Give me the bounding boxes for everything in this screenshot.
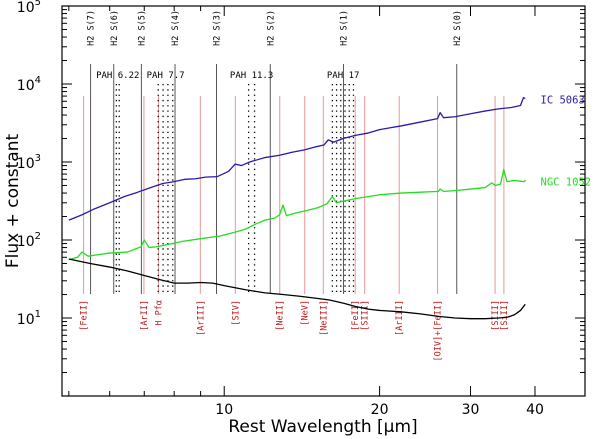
h2-label: H2 S(6)	[110, 10, 120, 46]
pah-label: PAH 17	[327, 71, 360, 81]
ionic-label: [SIII]	[361, 300, 371, 331]
y-axis: 101 102 103 104 105	[17, 0, 585, 374]
ionic-label: [OIV]+[FeII]	[434, 300, 444, 361]
series-label: NGC 1052	[541, 176, 592, 188]
ionic-label: [ArIII]	[395, 300, 405, 336]
y-tick-label: 105	[17, 0, 41, 16]
h2-label: H2 S(1)	[340, 10, 350, 46]
h2-label: H2 S(0)	[453, 10, 463, 46]
ionic-label: H Pfα	[155, 300, 165, 326]
y-tick-label: 101	[17, 309, 41, 328]
ionic-label: [SIII]	[491, 300, 501, 331]
plot-frame	[61, 5, 586, 397]
x-tick-label: 40	[526, 402, 544, 418]
pah-bands: PAH 6.22 PAH 7.7 PAH 11.3 PAH 17	[96, 71, 359, 292]
x-axis: 10 20 30 40	[68, 6, 586, 418]
ionic-label: [NeII]	[276, 300, 286, 331]
pah-label: PAH 11.3	[230, 71, 273, 81]
y-axis-label: Flux + constant	[3, 134, 23, 269]
pah-band-pah-11-3	[247, 84, 256, 292]
pah-label: PAH 6.22	[96, 71, 139, 81]
y-tick-label: 103	[17, 153, 41, 172]
h2-label: H2 S(3)	[212, 10, 222, 46]
x-tick-label: 30	[462, 402, 480, 418]
ionic-label: [NeV]	[301, 300, 311, 326]
ionic-label: [ArII]	[140, 300, 150, 331]
h2-lines: H2 S(7) H2 S(6) H2 S(5) H2 S(4) H2 S(3) H2 S(…	[87, 10, 463, 294]
pah-label: PAH 7.7	[147, 71, 185, 81]
pah-band-pah-6-22	[115, 84, 120, 292]
y-tick-label: 104	[17, 75, 41, 94]
pah-band-pah-17	[331, 84, 355, 292]
series-lines	[68, 96, 527, 320]
series-line-ic-5063	[68, 96, 526, 221]
series-labels: IC 5063 NGC 1052	[541, 95, 592, 189]
ionic-label: [SIV]	[231, 300, 241, 326]
h2-label: H2 S(7)	[87, 10, 97, 46]
x-tick-label: 10	[215, 402, 233, 418]
ionic-label: [ArIII]	[196, 300, 206, 336]
ionic-label: [NeIII]	[319, 300, 329, 336]
series-line-unlabeled-2	[68, 258, 526, 320]
pah-band-pah-7-7	[157, 84, 174, 292]
ionic-label: [FeII]	[80, 300, 90, 331]
ionic-label: [SiII]	[500, 300, 510, 331]
h2-label: H2 S(4)	[171, 10, 181, 46]
y-tick-label: 102	[17, 231, 41, 250]
h2-label: H2 S(2)	[266, 10, 276, 46]
ionic-label: [FeII]	[351, 300, 361, 331]
x-axis-label: Rest Wavelength [μm]	[228, 417, 417, 437]
h2-label: H2 S(5)	[137, 10, 147, 46]
series-line-ngc-1052	[68, 168, 527, 261]
series-label: IC 5063	[541, 95, 585, 107]
ionic-lines: [FeII] [ArII] H Pfα [ArIII] [SIV] [NeII] [NeV]…	[80, 96, 510, 361]
x-tick-label: 20	[371, 402, 389, 418]
